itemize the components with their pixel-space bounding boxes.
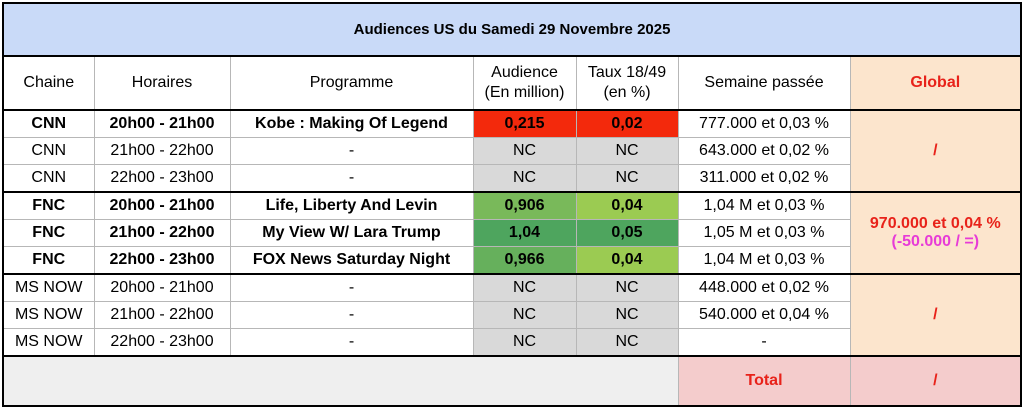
header-row: Chaine Horaires Programme Audience (En mi… [2, 55, 1023, 111]
cell-semaine: 1,05 M et 0,03 % [677, 219, 851, 247]
table-row: CNN 21h00 - 22h00 - NC NC 643.000 et 0,0… [2, 137, 1021, 165]
footer-empty-cell [2, 355, 679, 407]
cell-semaine: - [677, 328, 851, 357]
total-value: / [849, 355, 1023, 407]
cell-taux: NC [575, 273, 679, 302]
table-row: MS NOW 21h00 - 22h00 - NC NC 540.000 et … [2, 301, 1021, 329]
cell-taux: 0,05 [575, 219, 679, 247]
cell-audience: NC [472, 301, 577, 329]
cell-chaine: MS NOW [2, 301, 95, 329]
header-audience-line1: Audience [491, 64, 558, 81]
cell-audience: 1,04 [472, 219, 577, 247]
header-taux-line2: (en %) [603, 84, 651, 101]
cell-global-cnn: / [849, 109, 1023, 193]
cell-chaine: FNC [2, 246, 95, 275]
cell-horaires: 21h00 - 22h00 [93, 301, 231, 329]
cell-chaine: CNN [2, 109, 95, 138]
header-chaine: Chaine [2, 55, 95, 111]
cell-programme: - [229, 164, 474, 193]
cell-taux: 0,04 [575, 191, 679, 220]
header-semaine: Semaine passée [677, 55, 851, 111]
cell-programme: FOX News Saturday Night [229, 246, 474, 275]
cell-semaine: 1,04 M et 0,03 % [677, 191, 851, 220]
table-row: CNN 20h00 - 21h00 Kobe : Making Of Legen… [2, 109, 1023, 193]
table-row: MS NOW 20h00 - 21h00 - NC NC 448.000 et … [2, 273, 1023, 357]
cell-programme: - [229, 301, 474, 329]
cell-semaine: 540.000 et 0,04 % [677, 301, 851, 329]
cell-semaine: 777.000 et 0,03 % [677, 109, 851, 138]
cell-semaine: 311.000 et 0,02 % [677, 164, 851, 193]
table-row: MS NOW 22h00 - 23h00 - NC NC - [2, 328, 1021, 357]
cell-horaires: 21h00 - 22h00 [93, 137, 231, 165]
global-fnc-value: 970.000 et 0,04 % [869, 215, 1001, 232]
cell-programme: My View W/ Lara Trump [229, 219, 474, 247]
cell-horaires: 20h00 - 21h00 [93, 191, 231, 220]
cell-horaires: 21h00 - 22h00 [93, 219, 231, 247]
table-row: CNN 22h00 - 23h00 - NC NC 311.000 et 0,0… [2, 164, 1021, 193]
cell-taux: NC [575, 137, 679, 165]
cell-taux: NC [575, 164, 679, 193]
table-row: FNC 21h00 - 22h00 My View W/ Lara Trump … [2, 219, 1021, 247]
cell-programme: Life, Liberty And Levin [229, 191, 474, 220]
cell-chaine: CNN [2, 164, 95, 193]
cell-programme: - [229, 137, 474, 165]
cell-programme: Kobe : Making Of Legend [229, 109, 474, 138]
cell-taux: NC [575, 328, 679, 357]
footer-row: Total / [2, 355, 1023, 407]
cell-horaires: 22h00 - 23h00 [93, 328, 231, 357]
cell-semaine: 448.000 et 0,02 % [677, 273, 851, 302]
cell-chaine: MS NOW [2, 273, 95, 302]
cell-taux: 0,04 [575, 246, 679, 275]
cell-horaires: 22h00 - 23h00 [93, 164, 231, 193]
table-title: Audiences US du Samedi 29 Novembre 2025 [1, 2, 1023, 57]
cell-horaires: 20h00 - 21h00 [93, 273, 231, 302]
cell-programme: - [229, 273, 474, 302]
header-taux: Taux 18/49 (en %) [575, 55, 679, 111]
global-fnc-diff: (-50.000 / =) [891, 233, 980, 250]
header-audience-line2: (En million) [484, 84, 565, 101]
cell-taux: NC [575, 301, 679, 329]
cell-programme: - [229, 328, 474, 357]
cell-chaine: FNC [2, 219, 95, 247]
header-horaires: Horaires [93, 55, 231, 111]
cell-chaine: CNN [2, 137, 95, 165]
header-global: Global [849, 55, 1023, 111]
global-msnow-value: / [933, 306, 938, 323]
cell-semaine: 643.000 et 0,02 % [677, 137, 851, 165]
cell-audience: NC [472, 137, 577, 165]
cell-audience: 0,966 [472, 246, 577, 275]
cell-horaires: 20h00 - 21h00 [93, 109, 231, 138]
cell-audience: NC [472, 273, 577, 302]
cell-audience: NC [472, 328, 577, 357]
table-row: FNC 22h00 - 23h00 FOX News Saturday Nigh… [2, 246, 1021, 275]
table-row: FNC 20h00 - 21h00 Life, Liberty And Levi… [2, 191, 1023, 275]
cell-semaine: 1,04 M et 0,03 % [677, 246, 851, 275]
cell-global-fnc: 970.000 et 0,04 % (-50.000 / =) [849, 191, 1023, 275]
header-audience: Audience (En million) [472, 55, 577, 111]
cell-taux: 0,02 [575, 109, 679, 138]
cell-audience: NC [472, 164, 577, 193]
cell-horaires: 22h00 - 23h00 [93, 246, 231, 275]
cell-chaine: FNC [2, 191, 95, 220]
header-programme: Programme [229, 55, 474, 111]
cell-chaine: MS NOW [2, 328, 95, 357]
audience-table: Audiences US du Samedi 29 Novembre 2025 … [1, 2, 1023, 407]
cell-audience: 0,906 [472, 191, 577, 220]
total-label: Total [677, 355, 851, 407]
global-cnn-value: / [933, 142, 938, 159]
header-taux-line1: Taux 18/49 [587, 64, 667, 81]
cell-audience: 0,215 [472, 109, 577, 138]
cell-global-msnow: / [849, 273, 1023, 357]
